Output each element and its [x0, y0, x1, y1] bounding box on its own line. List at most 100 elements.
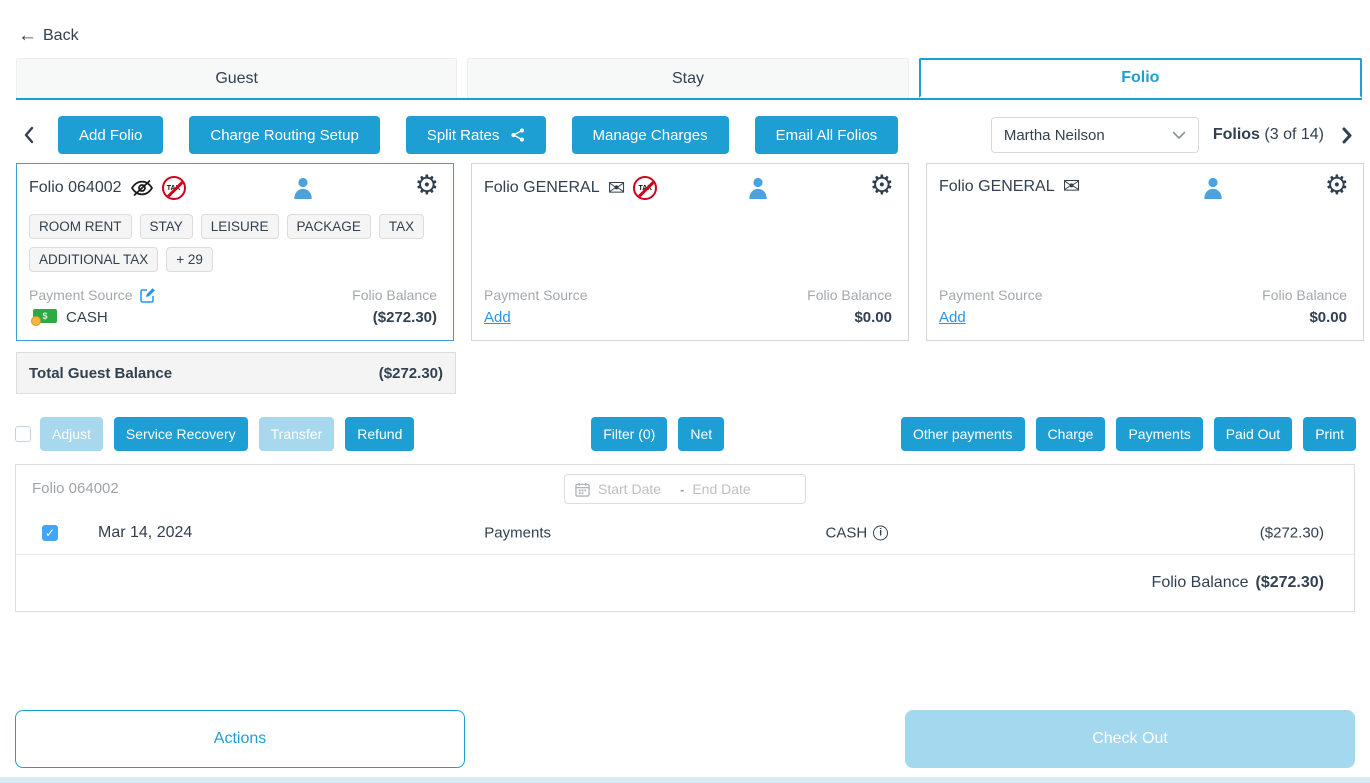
tab-folio[interactable]: Folio — [918, 58, 1362, 98]
payment-method-value: CASH — [66, 309, 108, 326]
adjust-button[interactable]: Adjust — [40, 417, 103, 451]
card-bottom: Payment Source Add Folio Balance $0.00 — [484, 287, 892, 326]
add-folio-button[interactable]: Add Folio — [58, 116, 164, 154]
chevron-down-icon — [1172, 131, 1186, 140]
paid-out-button[interactable]: Paid Out — [1213, 417, 1293, 451]
cash-icon: $ — [29, 309, 57, 326]
info-icon[interactable]: i — [873, 525, 889, 540]
folios-label: Folios — [1212, 126, 1260, 143]
transaction-amount: ($272.30) — [1259, 524, 1324, 541]
total-guest-balance-bar: Total Guest Balance ($272.30) — [16, 352, 456, 394]
tag: ROOM RENT — [29, 214, 132, 239]
tag: LEISURE — [200, 214, 279, 239]
date-separator: - — [680, 481, 685, 497]
filter-button[interactable]: Filter (0) — [591, 417, 668, 451]
tag-more[interactable]: + 29 — [166, 247, 213, 272]
payment-source-label: Payment Source — [484, 287, 588, 303]
folio-balance-label: Folio Balance — [807, 287, 892, 303]
transaction-type: Payments — [484, 524, 551, 541]
charge-code-tags: ROOM RENT STAY LEISURE PACKAGE TAX ADDIT… — [29, 214, 437, 272]
charge-routing-setup-button[interactable]: Charge Routing Setup — [189, 116, 380, 154]
folio-balance-footer-label: Folio Balance — [1151, 574, 1249, 591]
other-payments-button[interactable]: Other payments — [900, 417, 1025, 451]
print-button[interactable]: Print — [1303, 417, 1356, 451]
net-button[interactable]: Net — [678, 417, 725, 451]
chevron-left-icon[interactable] — [20, 124, 38, 146]
tag: STAY — [139, 214, 193, 239]
folio-card-header: Folio GENERAL ✉ TAX — [484, 176, 892, 200]
manage-charges-button[interactable]: Manage Charges — [571, 116, 729, 154]
folio-card-general-2[interactable]: Folio GENERAL ✉ ⚙ Payment Source Add Fol… — [926, 163, 1364, 341]
back-row: ← Back — [0, 0, 1370, 45]
back-label: Back — [43, 26, 79, 44]
payment-source-label: Payment Source — [29, 287, 133, 303]
guest-person-icon[interactable] — [747, 176, 769, 200]
filter-group: Filter (0) Net — [591, 417, 725, 451]
send-email-icon: ✉ — [607, 176, 626, 200]
guest-person-icon[interactable] — [1202, 176, 1224, 200]
total-guest-balance-label: Total Guest Balance — [29, 364, 173, 382]
folio-balance-footer-amount: ($272.30) — [1255, 574, 1325, 591]
row-checkbox[interactable]: ✓ — [42, 524, 58, 541]
gear-icon[interactable]: ⚙ — [414, 170, 439, 200]
end-date-input[interactable] — [692, 481, 767, 497]
split-rates-button[interactable]: Split Rates — [405, 116, 546, 154]
transactions-folio-label: Folio 064002 — [32, 479, 119, 497]
transaction-method: CASH i — [825, 524, 889, 541]
transfer-button[interactable]: Transfer — [258, 417, 335, 451]
right-action-group: Other payments Charge Payments Paid Out … — [900, 417, 1356, 451]
back-arrow-icon: ← — [18, 25, 37, 46]
folio-balance-label: Folio Balance — [352, 287, 437, 303]
add-payment-source-link[interactable]: Add — [939, 309, 966, 326]
no-tax-icon: TAX — [633, 176, 658, 200]
refund-button[interactable]: Refund — [345, 417, 415, 451]
actions-button[interactable]: Actions — [15, 710, 465, 768]
total-guest-balance-amount: ($272.30) — [378, 364, 443, 382]
payment-source-label: Payment Source — [939, 287, 1043, 303]
start-date-input[interactable] — [598, 481, 672, 497]
email-all-folios-button[interactable]: Email All Folios — [754, 116, 899, 154]
folio-pager: Martha Neilson Folios (3 of 14) — [990, 117, 1356, 153]
folio-balance-label: Folio Balance — [1262, 287, 1347, 303]
bottom-bar: Actions Check Out — [15, 710, 1355, 768]
payments-button[interactable]: Payments — [1116, 417, 1203, 451]
select-all-checkbox[interactable] — [15, 426, 31, 442]
folio-cards: Folio 064002 TAX ⚙ ROOM RENT STAY LEISUR… — [16, 163, 1364, 341]
footer-strip — [0, 777, 1370, 783]
folio-title: Folio 064002 — [29, 179, 122, 196]
guest-person-icon[interactable] — [292, 176, 314, 200]
charge-button[interactable]: Charge — [1035, 417, 1106, 451]
check-out-button[interactable]: Check Out — [905, 710, 1355, 768]
folio-card-064002[interactable]: Folio 064002 TAX ⚙ ROOM RENT STAY LEISUR… — [16, 163, 454, 341]
edit-icon[interactable] — [139, 287, 156, 303]
card-bottom: Payment Source Add Folio Balance $0.00 — [939, 287, 1347, 326]
folio-balance-amount: ($272.30) — [372, 309, 437, 326]
no-tax-icon: TAX — [161, 176, 186, 200]
share-icon — [510, 127, 525, 142]
date-range-picker[interactable]: - — [564, 474, 806, 504]
chevron-right-icon[interactable] — [1338, 124, 1356, 146]
transaction-actions-row: Adjust Service Recovery Transfer Refund … — [15, 417, 1356, 451]
calendar-icon — [575, 482, 590, 497]
tab-bar: Guest Stay Folio — [16, 58, 1362, 100]
tab-guest[interactable]: Guest — [16, 58, 458, 98]
folio-title: Folio GENERAL — [939, 177, 1055, 195]
folio-balance-footer: Folio Balance ($272.30) — [16, 555, 1354, 611]
tab-stay[interactable]: Stay — [467, 58, 909, 98]
folios-counter: Folios (3 of 14) — [1213, 126, 1324, 144]
tag: TAX — [378, 214, 425, 239]
gear-icon[interactable]: ⚙ — [1324, 170, 1349, 200]
transactions-header: Folio 064002 - — [16, 465, 1354, 511]
folios-count: (3 of 14) — [1264, 126, 1324, 143]
service-recovery-button[interactable]: Service Recovery — [113, 417, 248, 451]
guest-select[interactable]: Martha Neilson — [990, 117, 1199, 153]
split-rates-label: Split Rates — [426, 126, 500, 144]
folio-balance-amount: $0.00 — [854, 309, 892, 326]
gear-icon[interactable]: ⚙ — [869, 170, 894, 200]
tag: PACKAGE — [286, 214, 371, 239]
back-button[interactable]: ← Back — [18, 26, 79, 45]
transaction-row[interactable]: ✓ Mar 14, 2024 Payments CASH i ($272.30) — [16, 511, 1354, 555]
add-payment-source-link[interactable]: Add — [484, 309, 511, 326]
transaction-date: Mar 14, 2024 — [98, 523, 193, 541]
folio-card-general-1[interactable]: Folio GENERAL ✉ TAX ⚙ Payment Source Add… — [471, 163, 909, 341]
